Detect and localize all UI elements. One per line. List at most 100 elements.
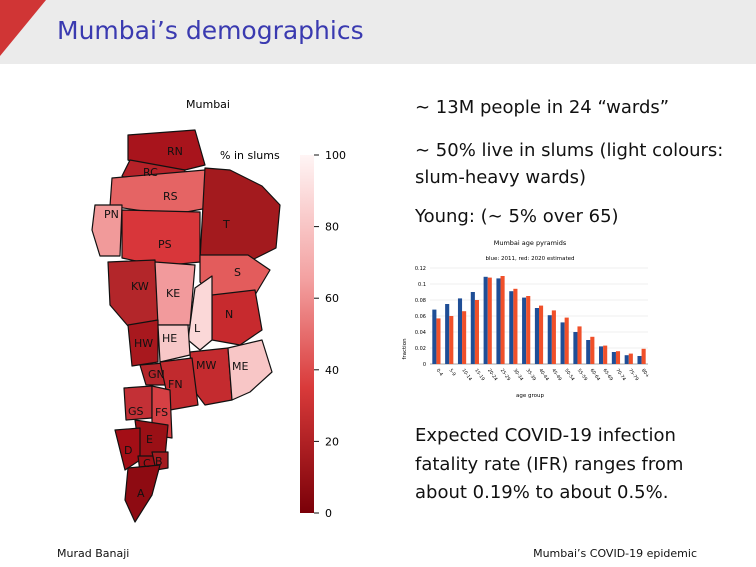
bar-2020-15-19 (474, 300, 479, 364)
ward-pn (91, 204, 123, 257)
colorbar-tick-label: 60 (325, 292, 339, 305)
ward-label-c: C (143, 457, 151, 470)
bar-2020-10-14 (462, 311, 467, 364)
y-tick-label: 0.08 (415, 298, 426, 304)
bar-2020-80+ (641, 348, 646, 364)
ward-hw (127, 319, 159, 367)
ward-label-d: D (124, 444, 132, 457)
bar-2011-15-19 (470, 292, 475, 364)
colorbar-tick-label: 40 (325, 364, 339, 377)
ward-label-kw: KW (131, 280, 149, 293)
ward-label-t: T (222, 218, 230, 231)
map-title: Mumbai (186, 98, 230, 111)
x-tick-label: 25-29 (499, 368, 512, 382)
ward-l (187, 275, 213, 351)
x-tick-label: 45-49 (550, 368, 563, 382)
bar-2011-75-79 (624, 355, 629, 364)
slide-title: Mumbai’s demographics (57, 16, 364, 45)
bar-2020-65-69 (603, 345, 608, 364)
bar-2020-45-49 (551, 310, 556, 364)
bar-2020-70-74 (615, 351, 621, 364)
ward-label-mw: MW (196, 359, 216, 372)
footer-author: Murad Banaji (57, 547, 130, 560)
y-tick-label: 0.02 (415, 346, 426, 352)
x-tick-label: 30-34 (512, 368, 525, 382)
x-tick-label: 70-74 (614, 368, 627, 382)
bar-2020-60-64 (590, 336, 595, 364)
bar-2011-30-34 (509, 291, 514, 364)
ward-label-ps: PS (158, 238, 172, 251)
y-axis-label: fraction (402, 338, 408, 360)
bar-2020-35-39 (526, 296, 531, 364)
x-tick-label: 35-39 (525, 368, 538, 382)
ward-label-he: HE (162, 332, 177, 345)
y-tick-label: 0 (423, 362, 426, 368)
chart-bars (432, 276, 646, 364)
x-tick-label: 55-59 (576, 368, 589, 382)
x-tick-label: 15-19 (473, 368, 486, 382)
bar-2011-40-44 (534, 308, 539, 364)
colorbar-tick-label: 100 (325, 149, 346, 162)
ward-label-pn: PN (104, 208, 119, 221)
slide-header (0, 0, 756, 64)
bar-2011-20-24 (483, 276, 488, 364)
x-tick-label: 0-4 (435, 368, 444, 378)
colorbar-tick-label: 80 (325, 221, 339, 234)
y-tick-label: 0.04 (415, 330, 426, 336)
x-tick-label: 20-24 (486, 368, 499, 382)
x-tick-label: 75-79 (627, 368, 640, 382)
bar-2011-65-69 (599, 346, 604, 364)
bar-2020-20-24 (487, 277, 492, 364)
chart-x-ticks: 0-4 5-9 10-14 15-19 20-24 25-29 30-34 35-39 40-4… (435, 368, 651, 382)
bar-2011-80+ (637, 356, 642, 364)
bar-2011-35-39 (522, 297, 527, 364)
bar-2011-5-9 (445, 304, 450, 364)
colorbar (300, 155, 314, 513)
chart-subtitle: blue: 2011, red: 2020 estimated (485, 256, 574, 262)
ward-label-rs: RS (163, 190, 178, 203)
ward-rs (109, 169, 209, 216)
ward-polygons (91, 129, 281, 523)
x-tick-label: 80+ (640, 368, 651, 380)
y-tick-label: 0.12 (415, 266, 426, 272)
ward-a (124, 464, 161, 523)
x-tick-label: 65-69 (601, 368, 614, 382)
colorbar-tick-label: 20 (325, 435, 339, 448)
x-tick-label: 60-64 (589, 368, 602, 382)
x-tick-label: 40-44 (537, 368, 550, 382)
bar-2020-0-4 (436, 318, 441, 364)
corner-triangle (0, 0, 46, 56)
footer-talk-title: Mumbai’s COVID-19 epidemic (533, 547, 697, 560)
bar-2020-55-59 (577, 326, 582, 364)
ward-kw (107, 259, 159, 327)
x-tick-label: 50-54 (563, 368, 576, 382)
ward-label-me: ME (232, 360, 248, 373)
ward-label-rc: RC (143, 166, 158, 179)
ward-label-gn: GN (148, 368, 165, 381)
bar-2011-70-74 (611, 352, 616, 364)
ward-label-gs: GS (128, 405, 144, 418)
ward-label-fn: FN (168, 378, 183, 391)
bar-2011-45-49 (547, 315, 552, 364)
bar-2020-50-54 (564, 317, 569, 364)
bar-2011-50-54 (560, 322, 565, 364)
y-tick-label: 0.1 (418, 282, 426, 288)
bar-2011-25-29 (496, 278, 501, 364)
bar-2020-25-29 (500, 276, 505, 364)
bar-2011-10-14 (457, 298, 463, 364)
colorbar-tick-label: 0 (325, 507, 332, 520)
x-tick-label: 5-9 (448, 368, 457, 378)
x-axis-label: age group (516, 393, 544, 399)
ward-t (199, 167, 281, 263)
bar-2020-30-34 (513, 288, 518, 364)
ward-label-hw: HW (134, 337, 153, 350)
ward-label-e: E (146, 433, 153, 446)
ward-me (227, 339, 273, 401)
ward-n (211, 289, 263, 346)
legend-title: % in slums (220, 149, 280, 162)
mumbai-ward-map: Mumbai RN (85, 95, 355, 531)
colorbar-ticks: 100 80 60 40 20 0 (314, 149, 346, 520)
ward-label-b: B (155, 455, 163, 468)
ward-label-n: N (225, 308, 233, 321)
chart-title: Mumbai age pyramids (494, 239, 567, 247)
